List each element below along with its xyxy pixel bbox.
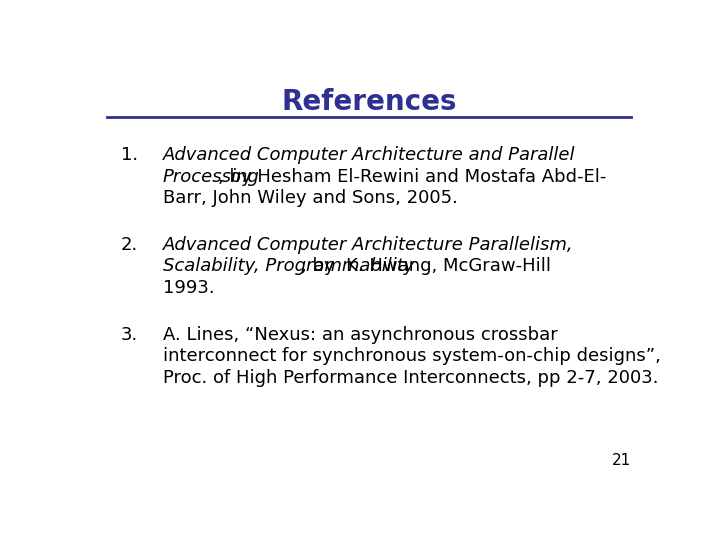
- Text: Barr, John Wiley and Sons, 2005.: Barr, John Wiley and Sons, 2005.: [163, 189, 457, 207]
- Text: Scalability, Programmability: Scalability, Programmability: [163, 258, 414, 275]
- Text: References: References: [282, 87, 456, 116]
- Text: Proc. of High Performance Interconnects, pp 2-7, 2003.: Proc. of High Performance Interconnects,…: [163, 369, 658, 387]
- Text: Processing: Processing: [163, 167, 259, 186]
- Text: 1993.: 1993.: [163, 279, 214, 297]
- Text: A. Lines, “Nexus: an asynchronous crossbar: A. Lines, “Nexus: an asynchronous crossb…: [163, 326, 557, 343]
- Text: Advanced Computer Architecture and Parallel: Advanced Computer Architecture and Paral…: [163, 146, 575, 164]
- Text: , by  K. Hwang, McGraw-Hill: , by K. Hwang, McGraw-Hill: [301, 258, 551, 275]
- Text: interconnect for synchronous system-on-chip designs”,: interconnect for synchronous system-on-c…: [163, 347, 660, 365]
- Text: , by Hesham El-Rewini and Mostafa Abd-El-: , by Hesham El-Rewini and Mostafa Abd-El…: [217, 167, 606, 186]
- Text: Advanced Computer Architecture Parallelism,: Advanced Computer Architecture Paralleli…: [163, 235, 573, 254]
- Text: 1.: 1.: [121, 146, 138, 164]
- Text: 21: 21: [612, 453, 631, 468]
- Text: 3.: 3.: [121, 326, 138, 343]
- Text: 2.: 2.: [121, 235, 138, 254]
